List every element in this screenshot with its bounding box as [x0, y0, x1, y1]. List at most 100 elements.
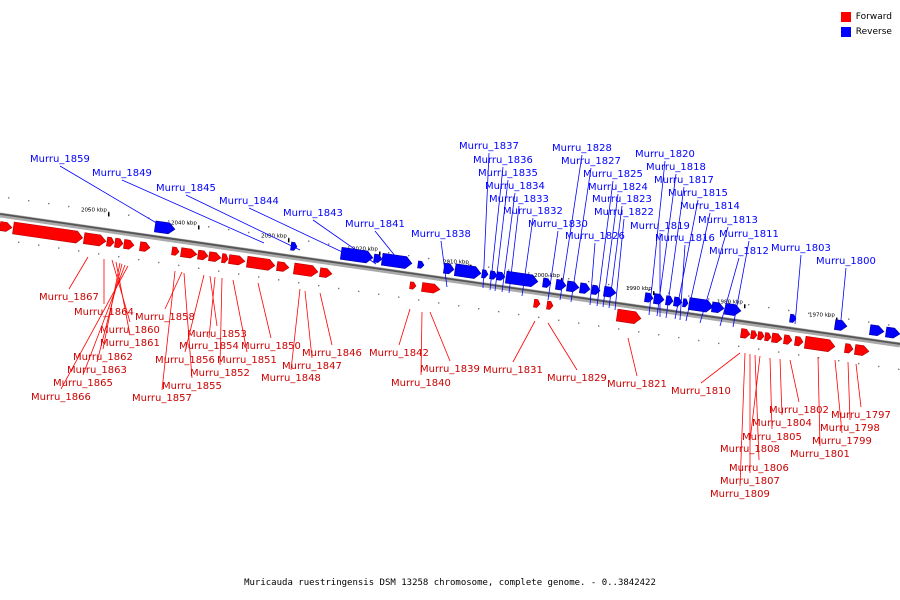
- reverse-gene-leader: [719, 257, 740, 327]
- forward-gene-arrow: [171, 246, 180, 256]
- guide-dot: [498, 310, 500, 313]
- guide-dot: [678, 336, 680, 339]
- tick-mark: [744, 304, 746, 309]
- forward-gene-arrow: [409, 281, 417, 290]
- forward-gene-arrow: [276, 261, 290, 272]
- guide-dot: [28, 200, 30, 202]
- guide-dot: [538, 316, 540, 319]
- guide-dot: [108, 211, 110, 213]
- guide-dot: [118, 256, 120, 258]
- forward-gene-label: Murru_1852: [190, 368, 250, 379]
- reverse-gene-label: Murru_1813: [698, 215, 758, 226]
- forward-gene-leader: [304, 290, 313, 359]
- guide-dot: [438, 302, 440, 304]
- reverse-gene-label: Murru_1812: [709, 246, 769, 257]
- forward-gene-label: Murru_1858: [135, 312, 195, 323]
- guide-dot: [488, 266, 490, 268]
- reverse-gene-arrow: [453, 263, 482, 279]
- guide-dot: [878, 365, 880, 368]
- reverse-gene-arrow: [481, 269, 489, 279]
- reverse-gene-label: Murru_1817: [654, 175, 714, 186]
- guide-dot: [238, 273, 240, 275]
- forward-gene-label: Murru_1867: [39, 292, 99, 303]
- guide-dot: [608, 283, 610, 286]
- reverse-gene-label: Murru_1816: [655, 233, 715, 244]
- forward-gene-label: Murru_1798: [820, 423, 880, 434]
- guide-dot: [638, 331, 640, 333]
- reverse-gene-leader: [685, 212, 711, 322]
- forward-gene-arrow: [854, 344, 870, 356]
- forward-gene-label: Murru_1840: [391, 378, 451, 389]
- forward-gene-arrow: [771, 332, 783, 344]
- guide-dot: [388, 252, 390, 254]
- forward-gene-leader: [749, 355, 761, 442]
- forward-gene-leader: [769, 357, 773, 430]
- reverse-gene-leader: [679, 244, 686, 321]
- reverse-gene-label: Murru_1834: [485, 181, 545, 192]
- forward-gene-label: Murru_1850: [241, 341, 301, 352]
- reverse-gene-leader: [482, 152, 490, 289]
- reverse-gene-label: Murru_1844: [219, 196, 279, 207]
- tick-mark: [198, 225, 200, 230]
- tick-label: 1990 kbp: [626, 286, 652, 292]
- guide-dot: [808, 312, 810, 315]
- reverse-gene-arrow: [673, 296, 683, 307]
- forward-gene-label: Murru_1848: [261, 373, 321, 384]
- forward-gene-leader: [111, 259, 131, 323]
- reverse-gene-leader: [374, 230, 405, 268]
- guide-dot: [728, 301, 730, 303]
- guide-dot: [338, 287, 340, 290]
- reverse-gene-leader: [794, 254, 802, 325]
- guide-dot: [318, 284, 320, 287]
- guide-dot: [18, 241, 20, 243]
- guide-dot: [618, 328, 620, 330]
- guide-dot: [758, 348, 760, 350]
- reverse-gene-label: Murru_1835: [478, 168, 538, 179]
- forward-gene-leader: [257, 282, 272, 339]
- tick-label: 1980 kbp: [717, 299, 743, 305]
- guide-dot: [378, 293, 380, 295]
- guide-dot: [738, 345, 740, 347]
- guide-dot: [788, 309, 790, 312]
- reverse-gene-label: Murru_1833: [489, 194, 549, 205]
- legend-reverse-label: Reverse: [855, 26, 892, 37]
- forward-gene-label: Murru_1805: [742, 432, 802, 443]
- reverse-gene-leader: [614, 218, 625, 311]
- guide-dot: [598, 325, 600, 327]
- forward-gene-leader: [429, 311, 451, 362]
- tick-mark: [653, 291, 655, 296]
- guide-dot: [8, 197, 10, 199]
- guide-dot: [258, 276, 260, 278]
- guide-dot: [78, 250, 80, 252]
- forward-gene-arrow: [533, 298, 541, 308]
- forward-gene-arrow: [803, 335, 836, 352]
- forward-gene-arrow: [421, 282, 441, 294]
- reverse-gene-label: Murru_1811: [719, 229, 779, 240]
- reverse-gene-label: Murru_1859: [30, 154, 90, 165]
- reverse-gene-leader: [440, 240, 448, 288]
- guide-dot: [218, 270, 220, 272]
- reverse-gene-label: Murru_1814: [680, 201, 740, 212]
- forward-gene-arrow: [546, 300, 554, 310]
- forward-gene-arrow: [208, 251, 222, 262]
- reverse-gene-leader: [59, 165, 166, 229]
- forward-gene-label: Murru_1839: [420, 364, 480, 375]
- forward-gene-arrow: [764, 332, 772, 342]
- forward-gene-leader: [855, 363, 862, 408]
- reverse-gene-label: Murru_1825: [583, 169, 643, 180]
- forward-gene-label: Murru_1855: [162, 381, 222, 392]
- forward-gene-arrow: [82, 232, 107, 247]
- forward-gene-label: Murru_1857: [132, 393, 192, 404]
- reverse-gene-leader: [648, 160, 666, 316]
- legend-forward-label: Forward: [855, 11, 892, 22]
- guide-dot: [128, 214, 130, 216]
- reverse-gene-label: Murru_1830: [528, 219, 588, 230]
- guide-dot: [518, 313, 520, 316]
- forward-gene-label: Murru_1831: [483, 365, 543, 376]
- guide-dot: [568, 278, 570, 280]
- guide-dot: [278, 279, 280, 281]
- guide-dot: [188, 223, 190, 225]
- reverse-gene-leader: [248, 207, 356, 259]
- guide-dot: [228, 228, 230, 231]
- reverse-gene-arrow: [885, 326, 900, 339]
